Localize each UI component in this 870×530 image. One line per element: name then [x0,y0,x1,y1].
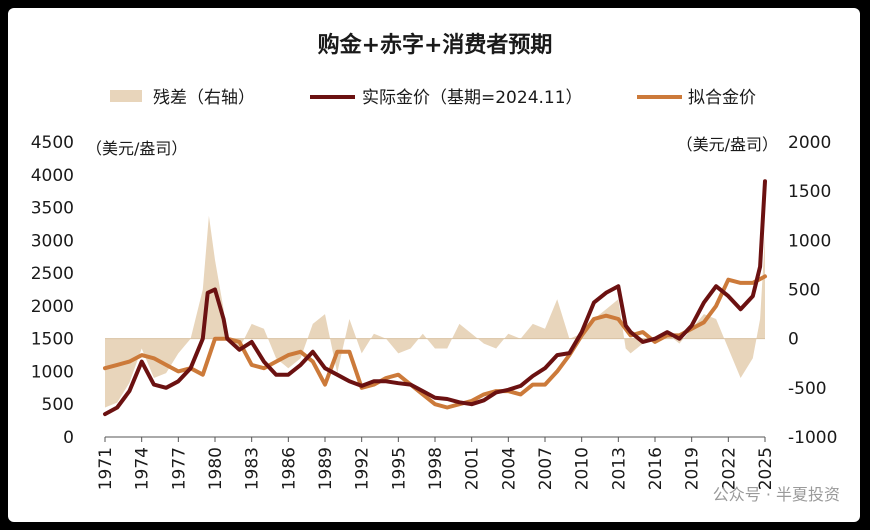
x-tick-label: 1992 [353,447,373,490]
left-axis-unit: （美元/盎司） [86,139,187,158]
x-tick-label: 2001 [463,447,483,490]
right-tick-label: 1500 [788,182,831,202]
x-tick-label: 1986 [279,447,299,490]
x-tick-label: 1971 [96,447,116,490]
chart-card [8,8,860,522]
x-tick-label: 2007 [536,447,556,490]
left-tick-label: 0 [63,428,74,448]
x-tick-label: 1989 [316,447,336,490]
left-tick-label: 3000 [31,231,74,251]
actual-gold-price-line [103,179,767,417]
watermark: 公众号 · 半夏投资 [713,485,840,504]
x-tick-label: 1977 [169,447,189,490]
fitted-gold-price-line [103,274,767,410]
left-tick-label: 4500 [31,133,74,153]
left-tick-label: 2000 [31,297,74,317]
right-tick-label: -500 [788,379,827,399]
x-tick-label: 2016 [646,447,666,490]
legend: 残差（右轴） 实际金价（基期=2024.11） 拟合金价 [110,88,756,108]
x-tick-label: 1983 [243,447,263,490]
legend-label-fitted: 拟合金价 [688,88,756,108]
x-tick-label: 1998 [426,447,446,490]
right-tick-label: 500 [788,281,820,301]
right-tick-label: 2000 [788,133,831,153]
x-axis-ticks: 1971 1974 1977 1980 1983 1986 1989 1992 1995 1998… [96,447,776,490]
x-tick-label: 2013 [609,447,629,490]
x-tick-label: 2025 [756,447,776,490]
x-tick-label: 2022 [719,447,739,490]
left-tick-label: 3500 [31,199,74,219]
left-tick-label: 1000 [31,362,74,382]
right-tick-label: 0 [788,330,799,350]
legend-label-residual: 残差（右轴） [153,88,255,108]
x-tick-label: 1980 [206,447,226,490]
right-axis-ticks: -1000 -500 0 500 1000 1500 2000 [788,133,837,448]
plot-area [103,179,767,442]
legend-swatch-residual [110,90,142,102]
right-axis-unit: （美元/盎司） [677,135,778,154]
right-tick-label: -1000 [788,428,837,448]
x-tick-label: 1974 [133,447,153,490]
left-tick-label: 4000 [31,166,74,186]
chart-title: 购金+赤字+消费者预期 [318,32,553,58]
x-tick-label: 2010 [573,447,593,490]
left-axis-ticks: 0 500 1000 1500 2000 2500 3000 3500 4000 4500 [31,133,74,448]
left-tick-label: 2500 [31,264,74,284]
legend-label-actual: 实际金价（基期=2024.11） [362,88,583,108]
x-tick-label: 1995 [389,447,409,490]
right-tick-label: 1000 [788,231,831,251]
left-tick-label: 500 [42,395,74,415]
x-tick-label: 2004 [499,447,519,490]
x-tick-label: 2019 [683,447,703,490]
left-tick-label: 1500 [31,330,74,350]
